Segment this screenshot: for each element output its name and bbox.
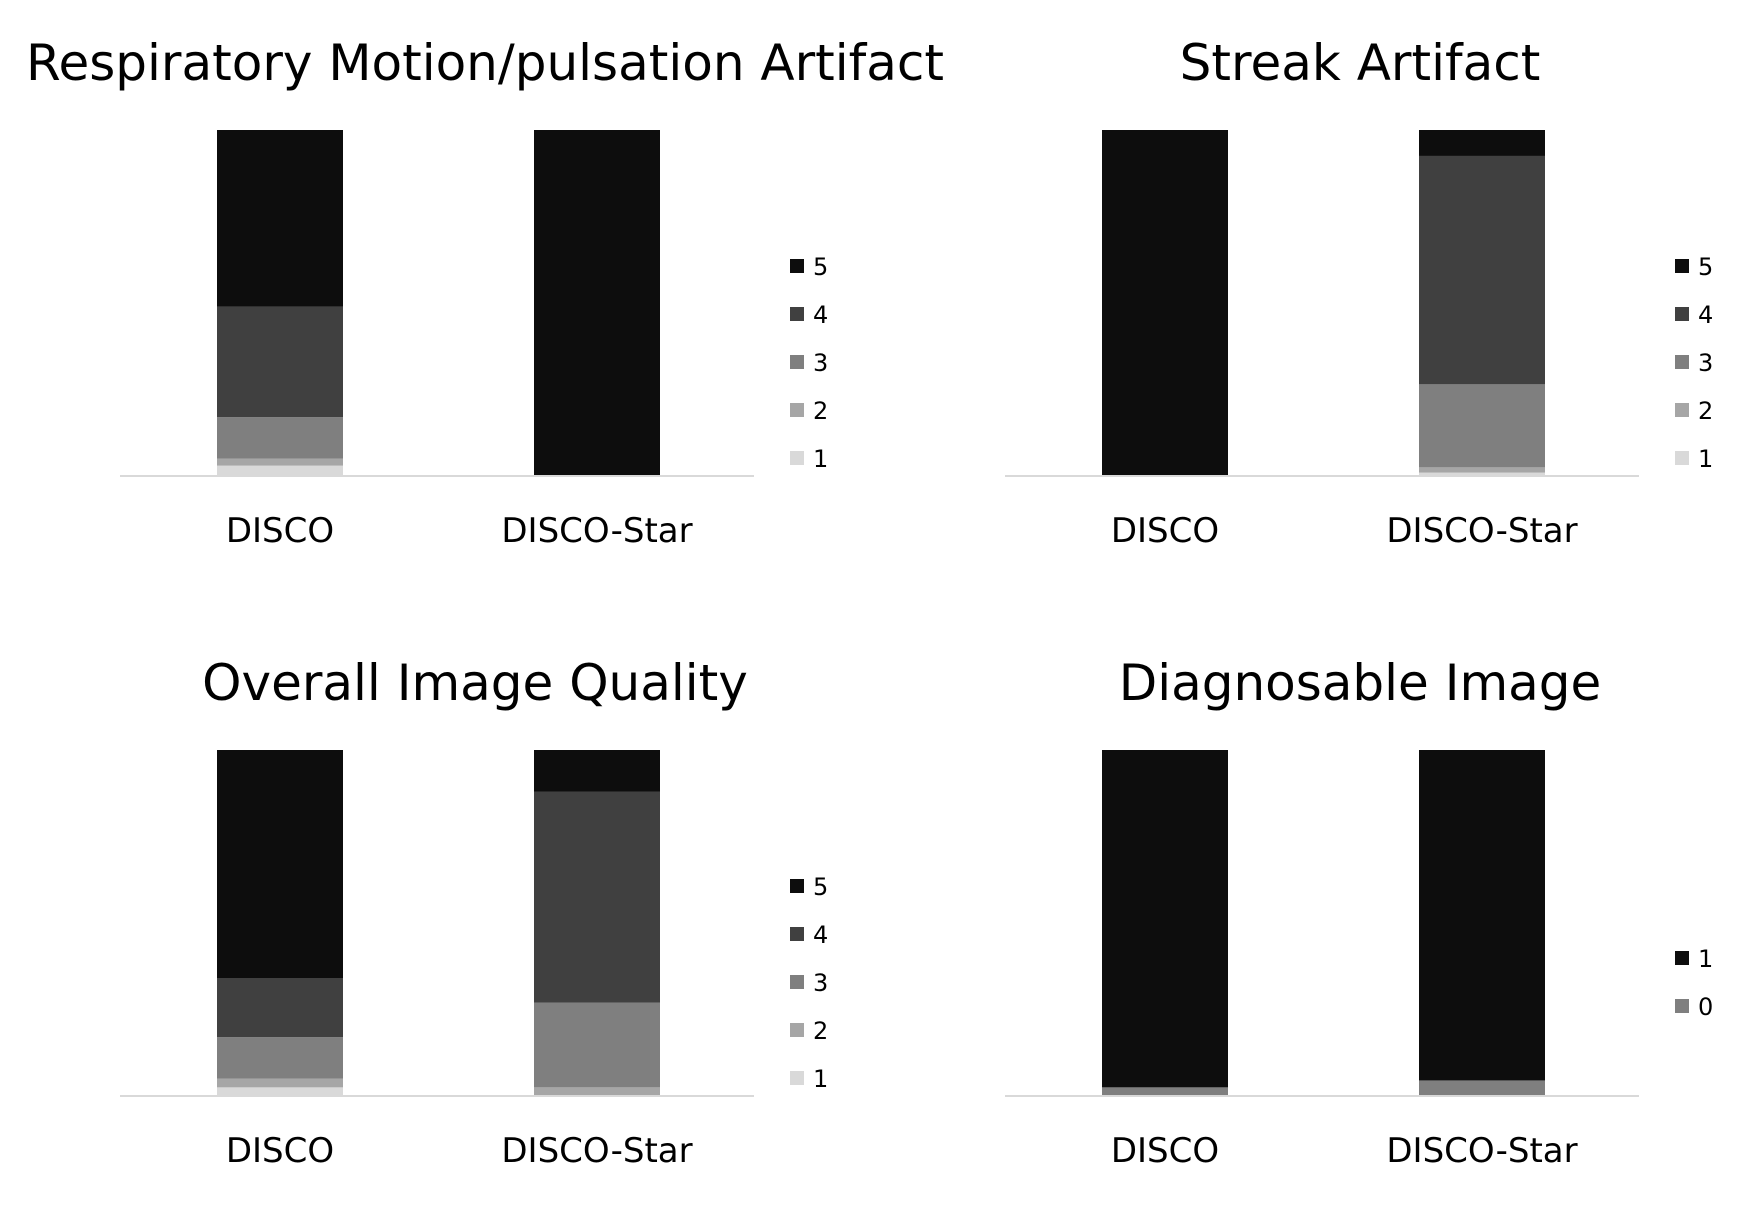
bar-segment-disco-score-2 (217, 1078, 343, 1088)
legend-label: 0 (1698, 993, 1713, 1021)
chart-title: Respiratory Motion/pulsation Artifact (26, 34, 944, 92)
bar-segment-disco-star-score-2 (1419, 467, 1545, 473)
chart-title: Overall Image Quality (202, 654, 748, 712)
legend-label: 2 (1698, 397, 1713, 425)
bar-segment-disco-star-score-4 (1419, 155, 1545, 385)
chart-panel-3: Diagnosable Image DISCO DISCO-Star 1 0 (1005, 654, 1713, 1171)
legend-label: 5 (1698, 253, 1713, 281)
legend-swatch (790, 1023, 804, 1037)
bar-segment-disco-score-3 (217, 1037, 343, 1079)
category-label: DISCO (1111, 1131, 1219, 1171)
legend-swatch (790, 355, 804, 369)
bar-segment-disco-score-4 (217, 306, 343, 418)
legend-swatch (1675, 355, 1689, 369)
bar-segment-disco-star-score-3 (1419, 384, 1545, 468)
legend-label: 2 (813, 1017, 828, 1045)
bar-segment-disco-star-score-1 (1419, 750, 1545, 1081)
bar-segment-disco-score-5 (217, 130, 343, 307)
legend-label: 3 (1698, 349, 1713, 377)
legend-swatch (1675, 999, 1689, 1013)
bar-segment-disco-star-score-5 (534, 130, 660, 476)
legend-swatch (790, 259, 804, 273)
chart-title: Diagnosable Image (1119, 654, 1602, 712)
legend-label: 4 (813, 921, 828, 949)
legend-label: 1 (813, 445, 828, 473)
legend-label: 1 (1698, 945, 1713, 973)
legend-label: 5 (813, 253, 828, 281)
bar-segment-disco-star-score-4 (534, 791, 660, 1003)
legend-swatch (1675, 259, 1689, 273)
legend-label: 4 (1698, 301, 1713, 329)
legend-label: 2 (813, 397, 828, 425)
category-label: DISCO-Star (1386, 511, 1577, 551)
chart-panel-2: Overall Image Quality DISCO DISCO-Star 5 4 3 2… (120, 654, 828, 1171)
legend-label: 3 (813, 349, 828, 377)
bar-segment-disco-score-1 (217, 1087, 343, 1096)
category-label: DISCO-Star (501, 1131, 692, 1171)
legend-swatch (790, 975, 804, 989)
bar-segment-disco-score-0 (1102, 1087, 1228, 1096)
category-label: DISCO-Star (1386, 1131, 1577, 1171)
bar-segment-disco-score-4 (217, 978, 343, 1038)
category-label: DISCO (226, 511, 334, 551)
legend-swatch (790, 879, 804, 893)
legend-swatch (790, 451, 804, 465)
category-label: DISCO-Star (501, 511, 692, 551)
legend-swatch (1675, 951, 1689, 965)
chart-panel-0: Respiratory Motion/pulsation Artifact DIS… (26, 34, 944, 551)
bar-segment-disco-star-score-1 (1419, 472, 1545, 476)
bar-segment-disco-score-2 (217, 458, 343, 466)
bar-segment-disco-star-score-0 (1419, 1080, 1545, 1096)
legend-label: 4 (813, 301, 828, 329)
legend-swatch (1675, 307, 1689, 321)
bar-segment-disco-star-score-3 (534, 1002, 660, 1088)
bar-segment-disco-star-score-2 (534, 1087, 660, 1096)
bar-segment-disco-score-3 (217, 417, 343, 459)
legend-swatch (790, 927, 804, 941)
bar-segment-disco-score-1 (217, 465, 343, 476)
bar-segment-disco-score-5 (217, 750, 343, 979)
legend-swatch (1675, 403, 1689, 417)
category-label: DISCO (226, 1131, 334, 1171)
legend-label: 1 (813, 1065, 828, 1093)
legend-label: 5 (813, 873, 828, 901)
category-label: DISCO (1111, 511, 1219, 551)
chart-panel-1: Streak Artifact DISCO DISCO-Star 5 4 3 2 1 (1005, 34, 1713, 551)
legend-label: 1 (1698, 445, 1713, 473)
chart-title: Streak Artifact (1180, 34, 1541, 92)
legend-swatch (790, 403, 804, 417)
legend-swatch (790, 307, 804, 321)
bar-segment-disco-star-score-5 (1419, 130, 1545, 156)
bar-segment-disco-score-1 (1102, 750, 1228, 1088)
bar-segment-disco-score-5 (1102, 130, 1228, 476)
legend-label: 3 (813, 969, 828, 997)
legend-swatch (790, 1071, 804, 1085)
legend-swatch (1675, 451, 1689, 465)
bar-segment-disco-star-score-5 (534, 750, 660, 792)
